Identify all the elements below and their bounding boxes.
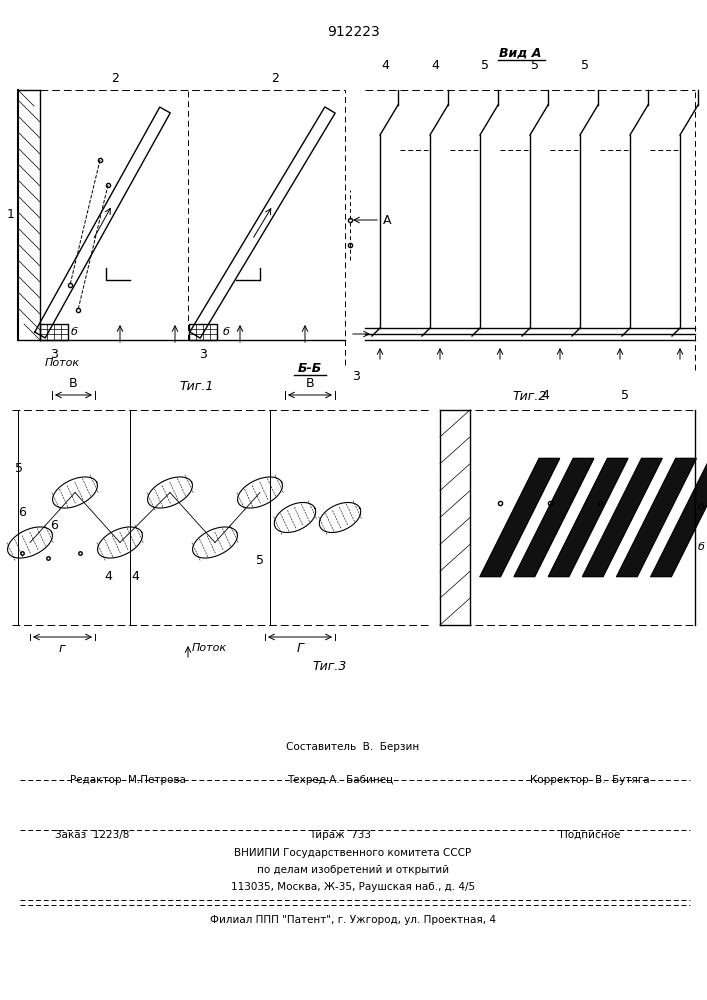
Text: б: б (223, 327, 230, 337)
Text: А: А (383, 214, 392, 227)
Text: 113035, Москва, Ж-35, Раушская наб., д. 4/5: 113035, Москва, Ж-35, Раушская наб., д. … (231, 882, 475, 892)
Polygon shape (583, 458, 662, 577)
Bar (189, 324, 217, 340)
Text: б: б (698, 502, 705, 512)
Text: Τиг.2: Τиг.2 (513, 390, 547, 403)
Text: Тираж  733: Тираж 733 (309, 830, 371, 840)
Text: 912223: 912223 (327, 25, 380, 39)
Text: 3: 3 (352, 370, 360, 383)
Text: 4: 4 (104, 570, 112, 584)
Text: 5: 5 (531, 59, 539, 72)
Text: 5: 5 (481, 59, 489, 72)
Polygon shape (549, 458, 628, 577)
Text: Поток: Поток (45, 358, 80, 368)
Text: В: В (305, 377, 315, 390)
Text: г: г (59, 642, 65, 655)
Text: ВНИИПИ Государственного комитета СССР: ВНИИПИ Государственного комитета СССР (235, 848, 472, 858)
Text: 5: 5 (581, 59, 589, 72)
Text: Заказ  1223/8: Заказ 1223/8 (55, 830, 129, 840)
Text: 5: 5 (256, 554, 264, 568)
Text: Редактор  М.Петрова: Редактор М.Петрова (70, 775, 186, 785)
Polygon shape (514, 458, 594, 577)
Text: 1: 1 (7, 209, 15, 222)
Text: Филиал ППП "Патент", г. Ужгород, ул. Проектная, 4: Филиал ППП "Патент", г. Ужгород, ул. Про… (210, 915, 496, 925)
Text: Корректор  В.  Бутяга: Корректор В. Бутяга (530, 775, 650, 785)
Text: 4: 4 (431, 59, 439, 72)
Text: Подписное: Подписное (560, 830, 620, 840)
Text: 4: 4 (381, 59, 389, 72)
Text: по делам изобретений и открытий: по делам изобретений и открытий (257, 865, 449, 875)
Text: 5: 5 (15, 462, 23, 475)
Text: 2: 2 (111, 72, 119, 85)
Bar (40, 324, 68, 340)
Text: 4: 4 (541, 389, 549, 402)
Text: 6: 6 (18, 506, 26, 519)
Polygon shape (651, 458, 707, 577)
Text: 4: 4 (131, 570, 139, 584)
Text: 3: 3 (199, 348, 207, 361)
Text: Б-Б: Б-Б (298, 362, 322, 375)
Text: б: б (698, 542, 705, 552)
Text: В: В (69, 377, 78, 390)
Text: 6: 6 (50, 519, 58, 532)
Text: Τиг.1: Τиг.1 (180, 380, 214, 393)
Text: б: б (71, 327, 78, 337)
Text: 5: 5 (621, 389, 629, 402)
Text: Техред А.  Бабинец: Техред А. Бабинец (287, 775, 393, 785)
Text: Составитель  В.  Берзин: Составитель В. Берзин (286, 742, 420, 752)
Text: Вид А: Вид А (499, 47, 541, 60)
Text: 2: 2 (271, 72, 279, 85)
Text: 3: 3 (50, 348, 58, 361)
Text: Τиг.3: Τиг.3 (312, 660, 347, 673)
Text: Поток: Поток (192, 643, 227, 653)
Text: Г: Г (296, 642, 303, 655)
Polygon shape (480, 458, 560, 577)
Polygon shape (617, 458, 696, 577)
